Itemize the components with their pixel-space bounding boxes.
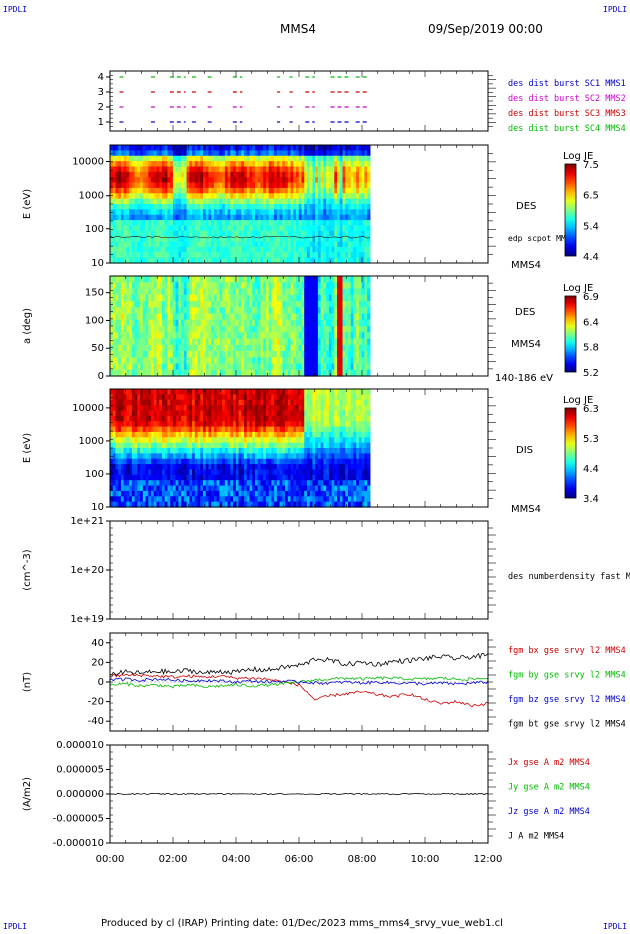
panel-fgm-tick-3: 20 (91, 657, 104, 668)
panel-current-tick-3: 0.000005 (56, 765, 104, 776)
panel-burst-legend-1: des dist burst SC2 MMS2 (508, 94, 626, 104)
panel-dis-energy-tick-1: 100 (85, 469, 104, 480)
panel-des-energy-colorbar (564, 163, 577, 257)
panel-fgm-legend-3: fgm bt gse srvy l2 MMS4 (508, 720, 626, 730)
panel-density-tick-0: 1e+19 (70, 614, 104, 625)
panel-current-tick-0: -0.000010 (53, 838, 104, 849)
panel-burst-ytick-tick-1: 2 (98, 102, 104, 113)
header-datetime: 09/Sep/2019 00:00 (428, 22, 543, 36)
corner-label-bottom-left: IPDLI (3, 922, 28, 931)
panel-des-pitch-colorbar-tick-1: 6.4 (583, 317, 599, 328)
panel-fgm-legend-0: fgm bx gse srvy l2 MMS4 (508, 646, 626, 656)
panel-des-energy-colorbar-tick-0: 7.5 (583, 160, 599, 171)
panel-density-tick-2: 1e+21 (70, 516, 104, 527)
panel-dis-energy-colorbar-tick-0: 6.3 (583, 404, 599, 415)
panel-current-legend-0: Jx gse A m2 MMS4 (508, 758, 590, 768)
panel-des-pitch-colorbar-tick-2: 5.8 (583, 343, 599, 354)
panel-fgm-tick-1: -20 (88, 697, 104, 708)
panel-des-energy-tick-0: 10 (91, 258, 104, 269)
panel-des-energy-scpot-label: edp scpot MMS4 (508, 234, 576, 243)
panel-current-legend-3: J A m2 MMS4 (508, 832, 564, 842)
panel-des-energy-colorbar-title: Log JE (563, 151, 593, 162)
panel-burst-legend-0: des dist burst SC1 MMS1 (508, 79, 626, 89)
panel-fgm-tick-2: 0 (98, 677, 104, 688)
panel-current-tick-2: 0.000000 (56, 789, 104, 800)
panel-des-energy-image (110, 145, 371, 264)
panel-current-ylabel: (A/m2) (22, 777, 33, 811)
panel-dis-energy-tick-3: 10000 (72, 403, 104, 414)
panel-current-tick-4: 0.000010 (56, 740, 104, 751)
panel-dis-energy-colorbar-title: Log JE (563, 395, 593, 406)
panel-density-tick-1: 1e+20 (70, 565, 104, 576)
panel-des-energy-tick-1: 100 (85, 224, 104, 235)
panel-fgm-legend-1: fgm by gse srvy l2 MMS4 (508, 671, 626, 681)
panel-des-energy-colorbar-tick-1: 6.5 (583, 191, 599, 202)
panel-dis-energy-instrument: DIS (516, 445, 533, 456)
panel-des-pitch-energy-range: 140-186 eV (495, 373, 553, 384)
corner-label-top-right: IPDLI (603, 5, 628, 14)
panel-fgm-ylabel: (nT) (22, 672, 33, 692)
panel-dis-energy-spacecraft: MMS4 (511, 504, 541, 515)
panel-des-pitch-tick-3: 150 (85, 288, 104, 299)
panel-des-energy-tick-2: 1000 (79, 191, 104, 202)
panel-des-pitch-colorbar-tick-0: 6.9 (583, 292, 599, 303)
panel-dis-energy-colorbar-tick-1: 5.3 (583, 434, 599, 445)
panel-fgm-tick-0: -40 (88, 716, 104, 727)
panel-des-energy-instrument: DES (516, 201, 536, 212)
fgm-series-bt (109, 652, 489, 676)
time-tick-1: 02:00 (159, 854, 188, 865)
panel-des-energy-tick-3: 10000 (72, 157, 104, 168)
panel-density-frame (109, 520, 489, 620)
panel-des-pitch-image (110, 276, 371, 377)
panel-des-energy-colorbar-tick-3: 4.4 (583, 252, 599, 263)
panel-burst-ytick-tick-2: 3 (98, 87, 104, 98)
panel-dis-energy-colorbar-tick-3: 3.4 (583, 494, 599, 505)
current-series-j (109, 792, 489, 796)
fgm-series-bx (109, 673, 489, 708)
panel-des-pitch-tick-0: 0 (98, 371, 104, 382)
panel-current-legend-2: Jz gse A m2 MMS4 (508, 807, 590, 817)
scpot-line (109, 235, 370, 239)
time-tick-2: 04:00 (222, 854, 251, 865)
panel-burst-ytick-tick-3: 4 (98, 72, 104, 83)
panel-des-pitch-tick-1: 50 (91, 343, 104, 354)
panel-des-energy-spacecraft: MMS4 (511, 260, 541, 271)
time-tick-6: 12:00 (474, 854, 503, 865)
panel-des-pitch-colorbar-title: Log JE (563, 283, 593, 294)
panel-des-energy-ylabel: E (eV) (22, 189, 33, 219)
panel-dis-energy-tick-0: 10 (91, 502, 104, 513)
time-tick-3: 06:00 (285, 854, 314, 865)
panel-current-tick-1: -0.000005 (53, 814, 104, 825)
panel-des-pitch-instrument: DES (515, 307, 535, 318)
panel-dis-energy-colorbar-tick-2: 4.4 (583, 464, 599, 475)
panel-des-pitch-ylabel: a (deg) (22, 308, 33, 344)
time-tick-0: 00:00 (96, 854, 125, 865)
panel-density-legend: des numberdensity fast M (508, 572, 630, 582)
panel-burst-legend-2: des dist burst SC3 MMS3 (508, 109, 626, 119)
panel-dis-energy-tick-2: 1000 (79, 436, 104, 447)
corner-label-top-left: IPDLI (3, 5, 28, 14)
panel-des-pitch-spacecraft: MMS4 (511, 339, 541, 350)
time-tick-4: 08:00 (348, 854, 377, 865)
header-spacecraft: MMS4 (280, 22, 316, 36)
panel-fgm-legend-2: fgm bz gse srvy l2 MMS4 (508, 695, 626, 705)
panel-des-energy-colorbar-tick-2: 5.4 (583, 221, 599, 232)
panel-burst-legend-3: des dist burst SC4 MMS4 (508, 124, 626, 134)
time-tick-5: 10:00 (411, 854, 440, 865)
fgm-series-bz (109, 677, 489, 686)
panel-dis-energy-colorbar (564, 407, 577, 499)
panel-burst-frame (109, 70, 489, 132)
panel-des-pitch-colorbar-tick-3: 5.2 (583, 368, 599, 379)
panel-des-pitch-tick-2: 100 (85, 315, 104, 326)
corner-label-bottom-right: IPDLI (603, 922, 628, 931)
panel-current-legend-1: Jy gse A m2 MMS4 (508, 783, 590, 793)
panel-des-pitch-colorbar (564, 295, 577, 373)
footer-text: Produced by cl (IRAP) Printing date: 01/… (101, 918, 503, 929)
panel-fgm-tick-4: 40 (91, 638, 104, 649)
panel-burst-ytick-tick-0: 1 (98, 117, 104, 128)
panel-dis-energy-image (110, 389, 371, 508)
panel-density-ylabel: (cm^-3) (22, 549, 33, 590)
panel-dis-energy-ylabel: E (eV) (22, 433, 33, 463)
